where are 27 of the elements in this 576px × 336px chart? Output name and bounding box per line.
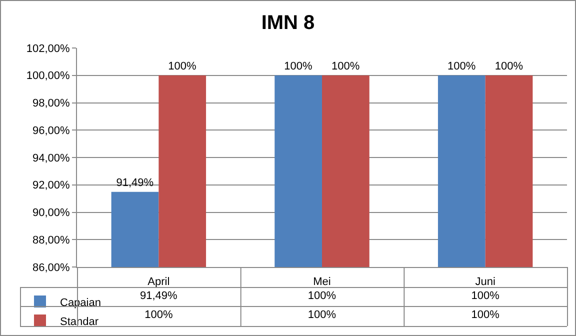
y-tick-label: 102,00% xyxy=(26,42,70,55)
data-label: 100% xyxy=(470,290,500,302)
text: 100% xyxy=(284,60,312,72)
data-label: 100% xyxy=(306,309,338,321)
text: 100% xyxy=(332,60,360,72)
y-tick-label: 92,00% xyxy=(32,180,70,192)
data-label: 91,49% xyxy=(140,290,178,302)
text: 100% xyxy=(494,60,523,72)
y-tick-label: 100,00% xyxy=(26,70,70,82)
y-tick-label: 88,00% xyxy=(32,234,70,246)
legend-label: Standar xyxy=(60,316,99,328)
data-label: 100% xyxy=(306,290,338,302)
y-tick-label: 90,00% xyxy=(32,207,70,220)
data-label: 100% xyxy=(470,309,500,321)
text: 100% xyxy=(168,60,196,72)
text: 91,49% xyxy=(116,176,154,189)
x-tick-label: April xyxy=(148,276,170,288)
y-tick-label: 94,00% xyxy=(32,152,70,164)
y-tick-label: 86,00% xyxy=(32,262,70,274)
x-tick-label: Mei xyxy=(313,276,331,288)
y-tick-label: 96,00% xyxy=(32,124,70,137)
x-tick-label: Juni xyxy=(475,276,496,288)
y-tick-label: 98,00% xyxy=(32,98,70,110)
legend-label: Capaian xyxy=(60,296,101,309)
chart-title: IMN 8 xyxy=(261,12,315,34)
data-label: 100% xyxy=(144,309,173,321)
text: 100% xyxy=(447,60,476,72)
